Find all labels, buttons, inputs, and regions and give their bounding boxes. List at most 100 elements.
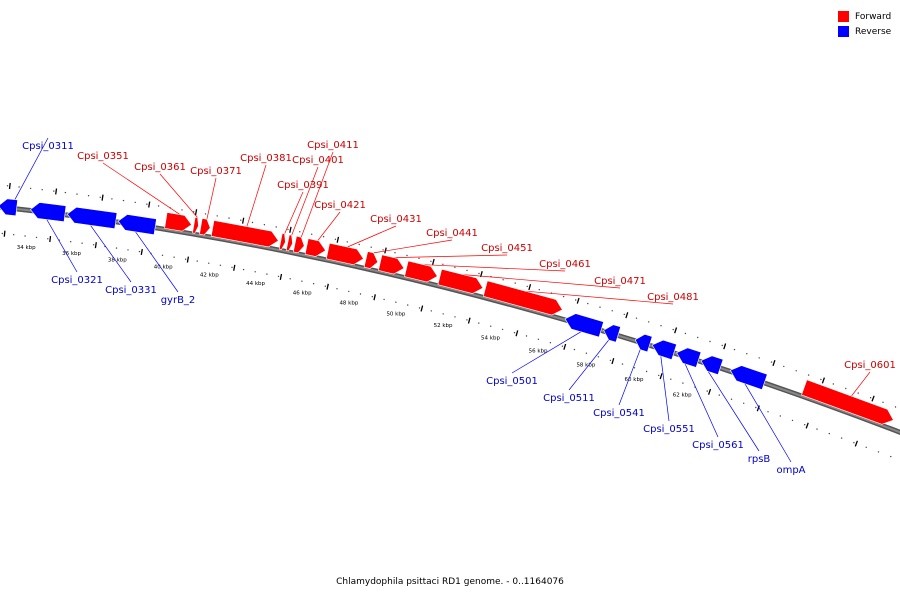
gene-arrow-cpsi-0411[interactable] <box>292 235 305 254</box>
gene-arrow-cpsi-0351[interactable] <box>164 212 192 232</box>
tick-dot-lower <box>348 290 350 293</box>
gene-arrow-cpsi-0501[interactable] <box>564 313 604 338</box>
gene-arrow-cpsi-0561[interactable] <box>676 347 702 368</box>
tick-dot-lower <box>890 455 892 458</box>
gene-arrow-cpsi-0601[interactable] <box>801 379 894 425</box>
tick-dot-upper <box>514 282 516 284</box>
gene-label-cpsi-0551[interactable]: Cpsi_0551 <box>643 424 695 435</box>
major-tick-upper <box>194 209 198 216</box>
leader-lines <box>6 137 871 463</box>
tick-dot-upper <box>611 310 613 312</box>
major-tick-lower <box>707 388 712 395</box>
forward-swatch <box>838 11 849 22</box>
gene-arrow-cpsi-0471[interactable] <box>437 268 484 294</box>
tick-dot-lower <box>289 278 291 280</box>
gene-arrow-cpsi-0311[interactable] <box>0 198 18 217</box>
tick-dot-upper <box>204 213 207 215</box>
tick-dot-upper <box>538 289 540 291</box>
gene-label-cpsi-0331[interactable]: Cpsi_0331 <box>105 285 157 296</box>
gene-arrow-cpsi-0461[interactable] <box>404 260 438 283</box>
gene-label-cpsi-0481[interactable]: Cpsi_0481 <box>647 292 699 303</box>
gene-arrow-cpsi-0381[interactable] <box>210 220 279 248</box>
legend: Forward Reverse <box>838 9 891 39</box>
gene-arrow-cpsi-0371[interactable] <box>199 218 211 236</box>
gene-arrow-cpsi-0441[interactable] <box>363 251 379 269</box>
gene-arrow-cpsi-0331[interactable] <box>66 206 118 230</box>
gene-arrow-cpsi-0401[interactable] <box>285 234 293 252</box>
leader-line <box>707 371 760 452</box>
gene-arrow-ompa[interactable] <box>729 365 768 390</box>
gene-label-cpsi-0381[interactable]: Cpsi_0381 <box>240 153 292 164</box>
leader-line <box>618 349 641 406</box>
gene-label-gyrb-2[interactable]: gyrB_2 <box>161 295 196 306</box>
tick-dot-lower <box>92 244 95 246</box>
tick-dot-upper <box>406 254 408 257</box>
major-tick-upper <box>723 343 727 350</box>
gene-label-cpsi-0311[interactable]: Cpsi_0311 <box>22 141 74 152</box>
gene-label-cpsi-0471[interactable]: Cpsi_0471 <box>594 276 646 287</box>
tick-dot-lower <box>816 428 818 430</box>
gene-label-cpsi-0361[interactable]: Cpsi_0361 <box>134 162 186 173</box>
gene-arrow-cpsi-0431[interactable] <box>325 242 364 266</box>
gene-label-cpsi-0451[interactable]: Cpsi_0451 <box>481 243 533 254</box>
tick-dot-upper <box>733 348 736 351</box>
tick-dot-lower <box>395 301 397 303</box>
gene-label-cpsi-0541[interactable]: Cpsi_0541 <box>593 408 645 419</box>
gene-arrow-cpsi-0481[interactable] <box>482 280 563 316</box>
tick-dot-lower <box>277 275 280 278</box>
gene-label-cpsi-0501[interactable]: Cpsi_0501 <box>486 376 538 387</box>
tick-dot-lower <box>138 250 141 253</box>
gene-label-cpsi-0321[interactable]: Cpsi_0321 <box>51 275 103 286</box>
major-tick-lower <box>659 373 663 380</box>
tick-dot-upper <box>832 383 834 385</box>
gene-arrow-rpsb[interactable] <box>700 355 724 375</box>
legend-reverse-label: Reverse <box>855 26 892 37</box>
leader-line <box>246 164 267 227</box>
tick-dot-lower <box>525 335 528 337</box>
tick-dot-lower <box>645 370 648 373</box>
gene-label-cpsi-0421[interactable]: Cpsi_0421 <box>314 200 366 211</box>
gene-label-cpsi-0511[interactable]: Cpsi_0511 <box>543 393 595 404</box>
major-tick-upper <box>625 312 629 319</box>
tick-dot-upper <box>311 233 313 235</box>
major-tick-upper <box>674 327 678 334</box>
gene-label-cpsi-0561[interactable]: Cpsi_0561 <box>692 440 744 451</box>
gene-arrow-cpsi-0511[interactable] <box>603 324 621 343</box>
gene-label-cpsi-0351[interactable]: Cpsi_0351 <box>77 151 129 162</box>
gene-arrow-cpsi-0321[interactable] <box>30 202 67 223</box>
gene-arrow-cpsi-0551[interactable] <box>651 339 677 360</box>
tick-dot-lower <box>81 242 83 244</box>
tick-dot-upper <box>845 387 847 390</box>
gene-label-rpsb[interactable]: rpsB <box>748 454 771 465</box>
gene-arrow-cpsi-0451[interactable] <box>378 254 405 275</box>
gene-label-cpsi-0391[interactable]: Cpsi_0391 <box>277 180 329 191</box>
scale-labels: 34 kbp 36 kbp 38 kbp 40 kbp 42 kbp 44 kbp 46 k… <box>17 245 692 398</box>
tick-dot-lower <box>743 402 745 404</box>
tick-dot-upper <box>287 228 289 231</box>
gene-label-cpsi-0411[interactable]: Cpsi_0411 <box>307 140 359 151</box>
leader-line <box>291 166 319 236</box>
gene-label-cpsi-0431[interactable]: Cpsi_0431 <box>370 214 422 225</box>
tick-dot-upper <box>882 401 884 403</box>
gene-label-cpsi-0461[interactable]: Cpsi_0461 <box>539 259 591 270</box>
gene-label-cpsi-0401[interactable]: Cpsi_0401 <box>292 155 344 166</box>
gene-arrow-gyrb-2[interactable] <box>117 214 157 236</box>
scale-label: 40 kbp <box>154 265 173 271</box>
tick-dot-upper <box>29 187 32 190</box>
tick-dot-upper <box>758 357 760 359</box>
tick-dot-lower <box>454 316 456 318</box>
gene-label-ompa[interactable]: ompA <box>776 465 805 476</box>
tick-dot-upper <box>795 370 797 372</box>
leader-line <box>744 383 792 463</box>
gene-arrow-cpsi-0541[interactable] <box>634 333 653 353</box>
tick-dot-lower <box>865 446 867 448</box>
gene-arrow-cpsi-0421[interactable] <box>304 238 327 257</box>
gene-label-cpsi-0441[interactable]: Cpsi_0441 <box>426 228 478 239</box>
gene-arrow-cpsi-0361[interactable] <box>192 216 199 234</box>
gene-label-cpsi-0601[interactable]: Cpsi_0601 <box>844 360 896 371</box>
leader-line <box>206 177 217 220</box>
tick-dot-lower <box>840 437 843 439</box>
gene-label-cpsi-0371[interactable]: Cpsi_0371 <box>190 166 242 177</box>
gene-arrow-cpsi-0391[interactable] <box>278 232 286 250</box>
tick-dot-lower <box>755 406 757 409</box>
